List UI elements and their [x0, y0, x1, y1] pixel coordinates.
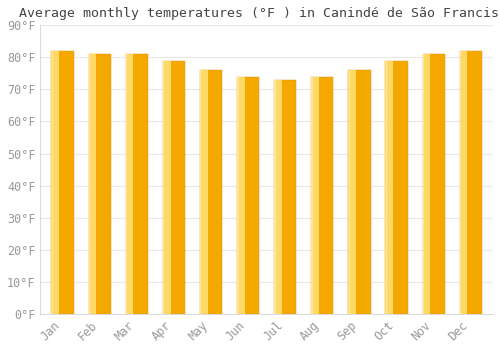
Bar [422, 54, 445, 314]
Bar [311, 77, 319, 314]
Bar [237, 77, 260, 314]
Bar [163, 61, 164, 314]
Bar [52, 51, 53, 314]
Bar [89, 54, 90, 314]
Bar [200, 70, 222, 314]
Bar [200, 70, 207, 314]
Bar [386, 61, 387, 314]
Bar [126, 54, 148, 314]
Bar [126, 54, 134, 314]
Bar [163, 61, 170, 314]
Bar [237, 77, 238, 314]
Bar [274, 80, 296, 314]
Bar [52, 51, 74, 314]
Bar [312, 77, 313, 314]
Bar [311, 77, 334, 314]
Bar [348, 70, 356, 314]
Bar [274, 80, 276, 314]
Bar [386, 61, 407, 314]
Bar [460, 51, 461, 314]
Bar [237, 77, 245, 314]
Bar [460, 51, 482, 314]
Title: Average monthly temperatures (°F ) in Canindé de São Francisco: Average monthly temperatures (°F ) in Ca… [18, 7, 500, 20]
Bar [386, 61, 393, 314]
Bar [88, 54, 111, 314]
Bar [460, 51, 468, 314]
Bar [163, 61, 185, 314]
Bar [348, 70, 370, 314]
Bar [422, 54, 430, 314]
Bar [88, 54, 96, 314]
Bar [348, 70, 350, 314]
Bar [274, 80, 282, 314]
Bar [52, 51, 59, 314]
Bar [423, 54, 424, 314]
Bar [200, 70, 202, 314]
Bar [126, 54, 127, 314]
